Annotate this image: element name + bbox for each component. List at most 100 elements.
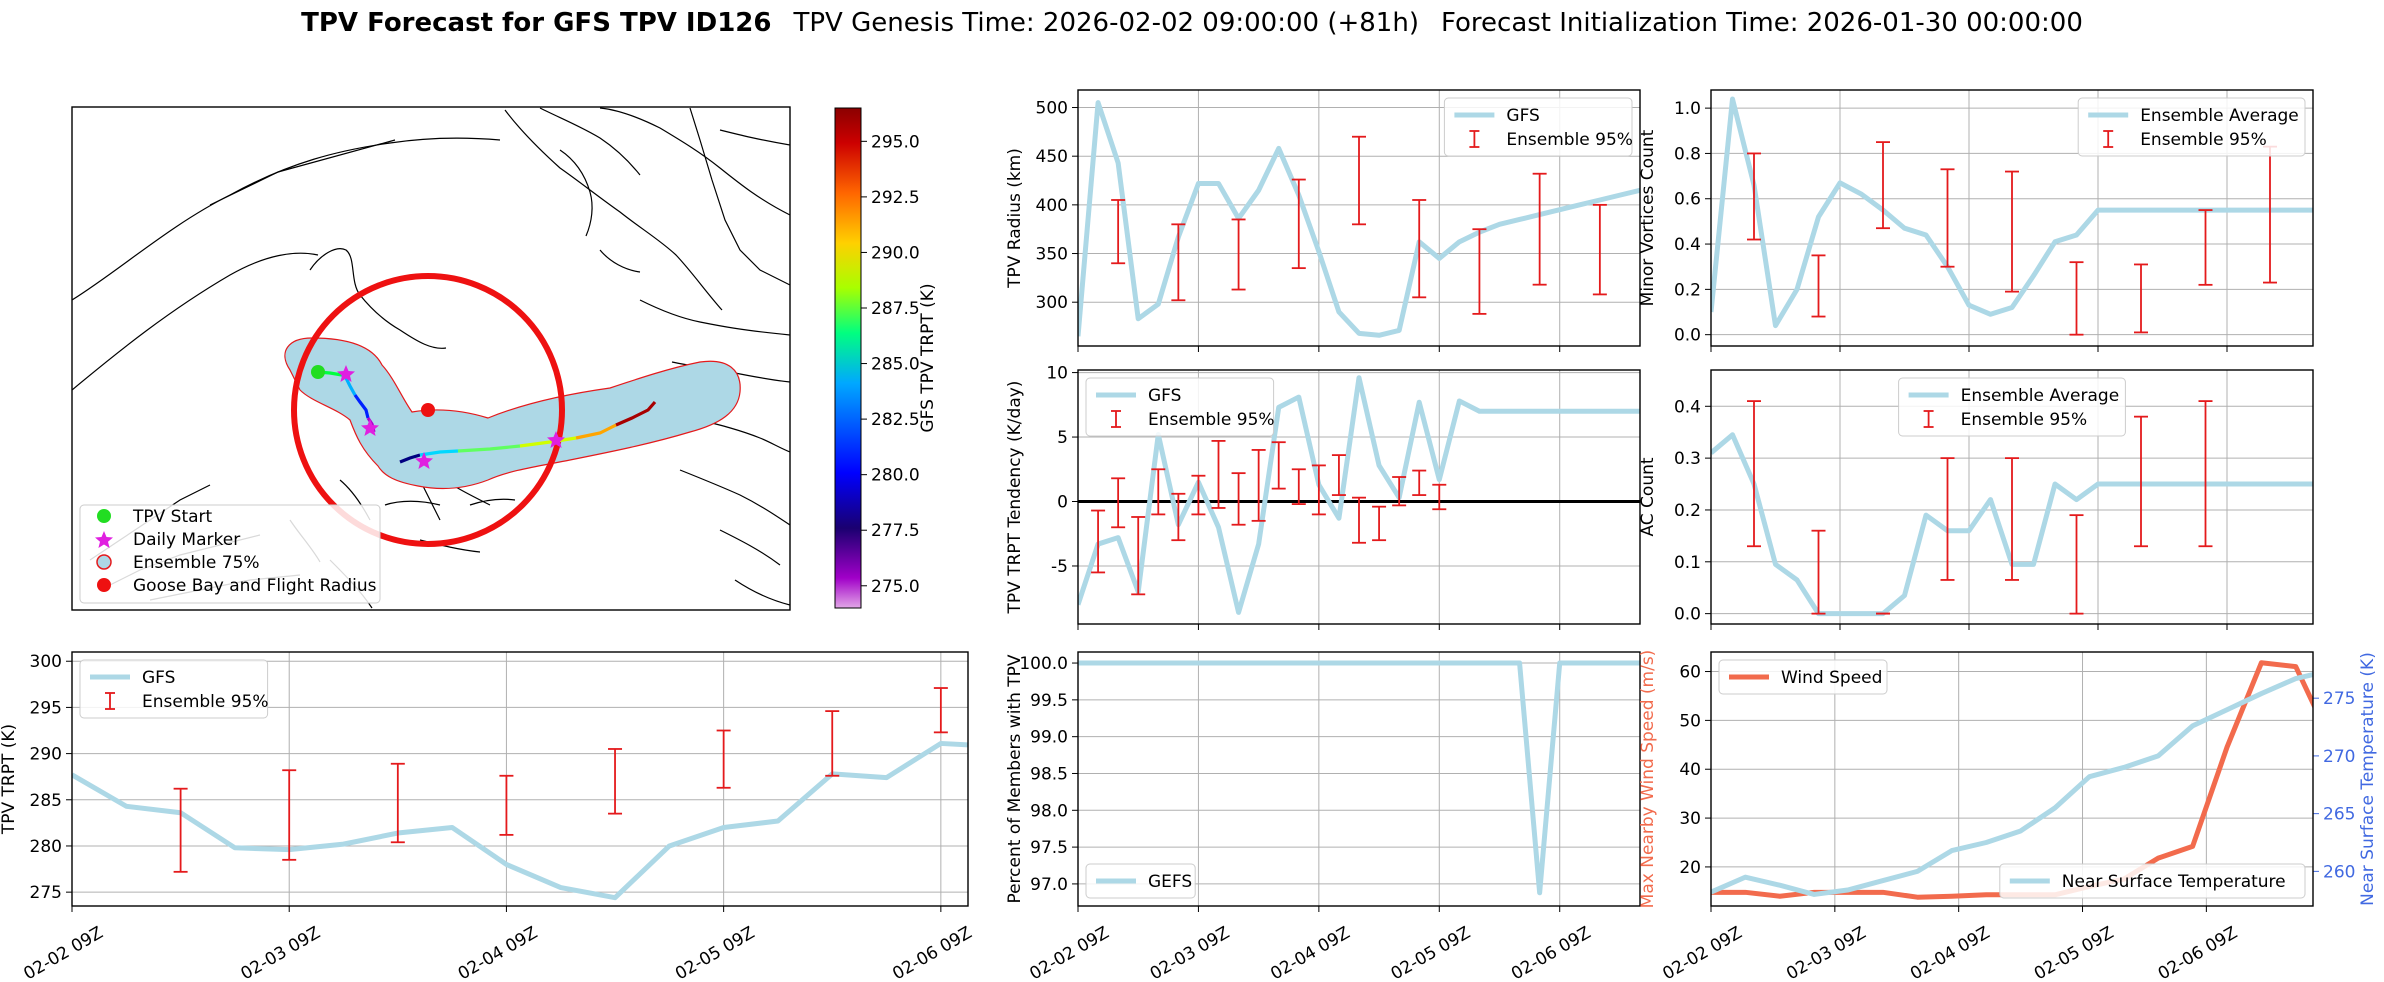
errorbar [2005, 457, 2019, 581]
errorbar [1432, 483, 1447, 511]
errorbar [716, 729, 731, 789]
wind-temp-panel: 02-02 09Z 02-03 09Z 02-04 09Z 02-05 09Z 02-0… [1638, 650, 2378, 982]
y-axis-label: AC Count [1638, 457, 1658, 536]
legend-label: GEFS [1148, 872, 1192, 892]
legend-label: Ensemble 95% [1506, 130, 1633, 150]
legend-box [1999, 863, 2306, 899]
errorbar [1811, 529, 1826, 615]
x-tick-label: 02-05 09Z [2031, 923, 2117, 982]
plot-frame [1077, 89, 1641, 347]
errorbar [825, 710, 840, 777]
x-tick-label: 02-06 09Z [889, 923, 975, 982]
legend-label: Ensemble Average [1961, 386, 2120, 406]
errorbar [1412, 199, 1427, 299]
daily-marker-star [337, 365, 355, 382]
errorbar [1231, 472, 1246, 526]
errorbar [1091, 509, 1106, 574]
x-tick-label: 02-02 09Z [1026, 923, 1112, 982]
y-right-tick-label: 275 [2323, 689, 2355, 709]
y-tick-label: 0.6 [1674, 190, 1701, 210]
y-right-tick-label: 270 [2323, 747, 2355, 767]
x-tick-label: 02-03 09Z [1783, 923, 1869, 982]
legend-label: Wind Speed [1781, 668, 1882, 688]
y-tick-label: 290 [30, 745, 62, 765]
y-axis-label: Minor Vortices Count [1638, 129, 1658, 306]
colorbar-tick-label: 285.0 [871, 355, 920, 375]
plot-marks [72, 687, 968, 901]
legend: GEFS [1085, 863, 1196, 899]
y-tick-label: 300 [30, 652, 62, 672]
y-tick-label: 98.0 [1030, 801, 1068, 821]
colorbar-label: GFS TPV TRPT (K) [918, 283, 938, 432]
map-panel: TPV Start Daily Marker Ensemble 75% Goos… [71, 106, 938, 611]
plot-marks [1711, 96, 2313, 336]
errorbar [173, 787, 188, 873]
radius-panel: 300 350 400 450 500 TPV Radius (km) GFS Ensembl… [1005, 89, 1641, 352]
figure-title: TPV Forecast for GFS TPV ID126 TPV Genesi… [301, 8, 2083, 38]
errorbar [1352, 496, 1366, 544]
legend: Ensemble Average Ensemble 95% [1898, 377, 2126, 437]
y-tick-label: 30 [1679, 809, 1701, 829]
y-tick-label: -5 [1051, 557, 1068, 577]
y-tick-label: 60 [1679, 663, 1701, 683]
y-tick-label: 1.0 [1674, 99, 1701, 119]
colorbar-gradient [834, 107, 862, 609]
y-tick-label: 280 [30, 837, 62, 857]
daily-marker-star [547, 431, 565, 448]
tpv-start-marker [311, 365, 325, 379]
y-tick-label: 500 [1036, 99, 1068, 119]
y-tick-label: 0.0 [1674, 326, 1701, 346]
y-tick-label: 285 [30, 791, 62, 811]
plot-frame [71, 651, 969, 907]
errorbar [2134, 415, 2148, 548]
legend-label: GFS [142, 668, 175, 688]
daily-markers [337, 365, 565, 469]
map-content [72, 107, 790, 609]
y-tick-label: 0.4 [1674, 235, 1701, 255]
errorbar [1111, 199, 1126, 265]
y-tick-label: 97.5 [1030, 838, 1068, 858]
legend: GFS Ensemble 95% [79, 659, 269, 719]
errorbar [2198, 400, 2213, 548]
y-tick-label: 100.0 [1019, 654, 1068, 674]
members-panel: 02-02 09Z 02-03 09Z 02-04 09Z 02-05 09Z 02-0… [1005, 651, 1641, 982]
series-line [1078, 100, 1640, 338]
errorbar [1191, 474, 1206, 516]
errorbar [390, 762, 405, 844]
y-tick-label: 5 [1057, 428, 1068, 448]
legend-label: Near Surface Temperature [2062, 872, 2286, 892]
legend: GFS Ensemble 95% [1085, 377, 1275, 437]
x-tick-label: 02-05 09Z [1388, 923, 1474, 982]
y-tick-label: 98.5 [1030, 764, 1068, 784]
legend: Wind Speed [1718, 659, 1888, 695]
colorbar-tick-label: 277.5 [871, 521, 920, 541]
series-line [1711, 671, 2313, 897]
errorbar [1171, 492, 1186, 542]
legend-label: Ensemble 95% [1961, 410, 2088, 430]
title-genesis: TPV Genesis Time: 2026-02-02 09:00:00 (+… [792, 8, 1419, 38]
ensemble-75-area [284, 337, 741, 490]
x-tick-label: 02-04 09Z [1907, 923, 1993, 982]
errorbar [1311, 464, 1326, 516]
plot-frame [1710, 89, 2314, 347]
x-tick-label: 02-04 09Z [455, 923, 541, 982]
errorbar [1876, 141, 1890, 230]
errorbar [1412, 469, 1427, 496]
colorbar-tick-label: 292.5 [871, 188, 920, 208]
legend-label: Ensemble 95% [1148, 410, 1275, 430]
y-tick-label: 295 [30, 698, 62, 718]
errorbar [1532, 172, 1547, 286]
y-tick-label: 99.0 [1030, 728, 1068, 748]
errorbar [1291, 468, 1306, 505]
minor-vortices-panel: 0.0 0.2 0.4 0.6 0.8 1.0 Minor Vortices Count En… [1638, 89, 2314, 352]
x-tick-label: 02-02 09Z [20, 923, 106, 982]
y-tick-label: 0.2 [1674, 501, 1701, 521]
y-tick-label: 0.2 [1674, 280, 1701, 300]
errorbar [933, 687, 948, 734]
tendency-panel: -5 0 5 10 TPV TRPT Tendency (K/day) GFS Ensemb… [1005, 364, 1641, 630]
plot-marks [1078, 660, 1640, 896]
y-tick-label: 97.0 [1030, 875, 1068, 895]
series-line [1711, 96, 2313, 329]
legend-daily-swatch [95, 531, 113, 548]
errorbar [1331, 454, 1346, 496]
